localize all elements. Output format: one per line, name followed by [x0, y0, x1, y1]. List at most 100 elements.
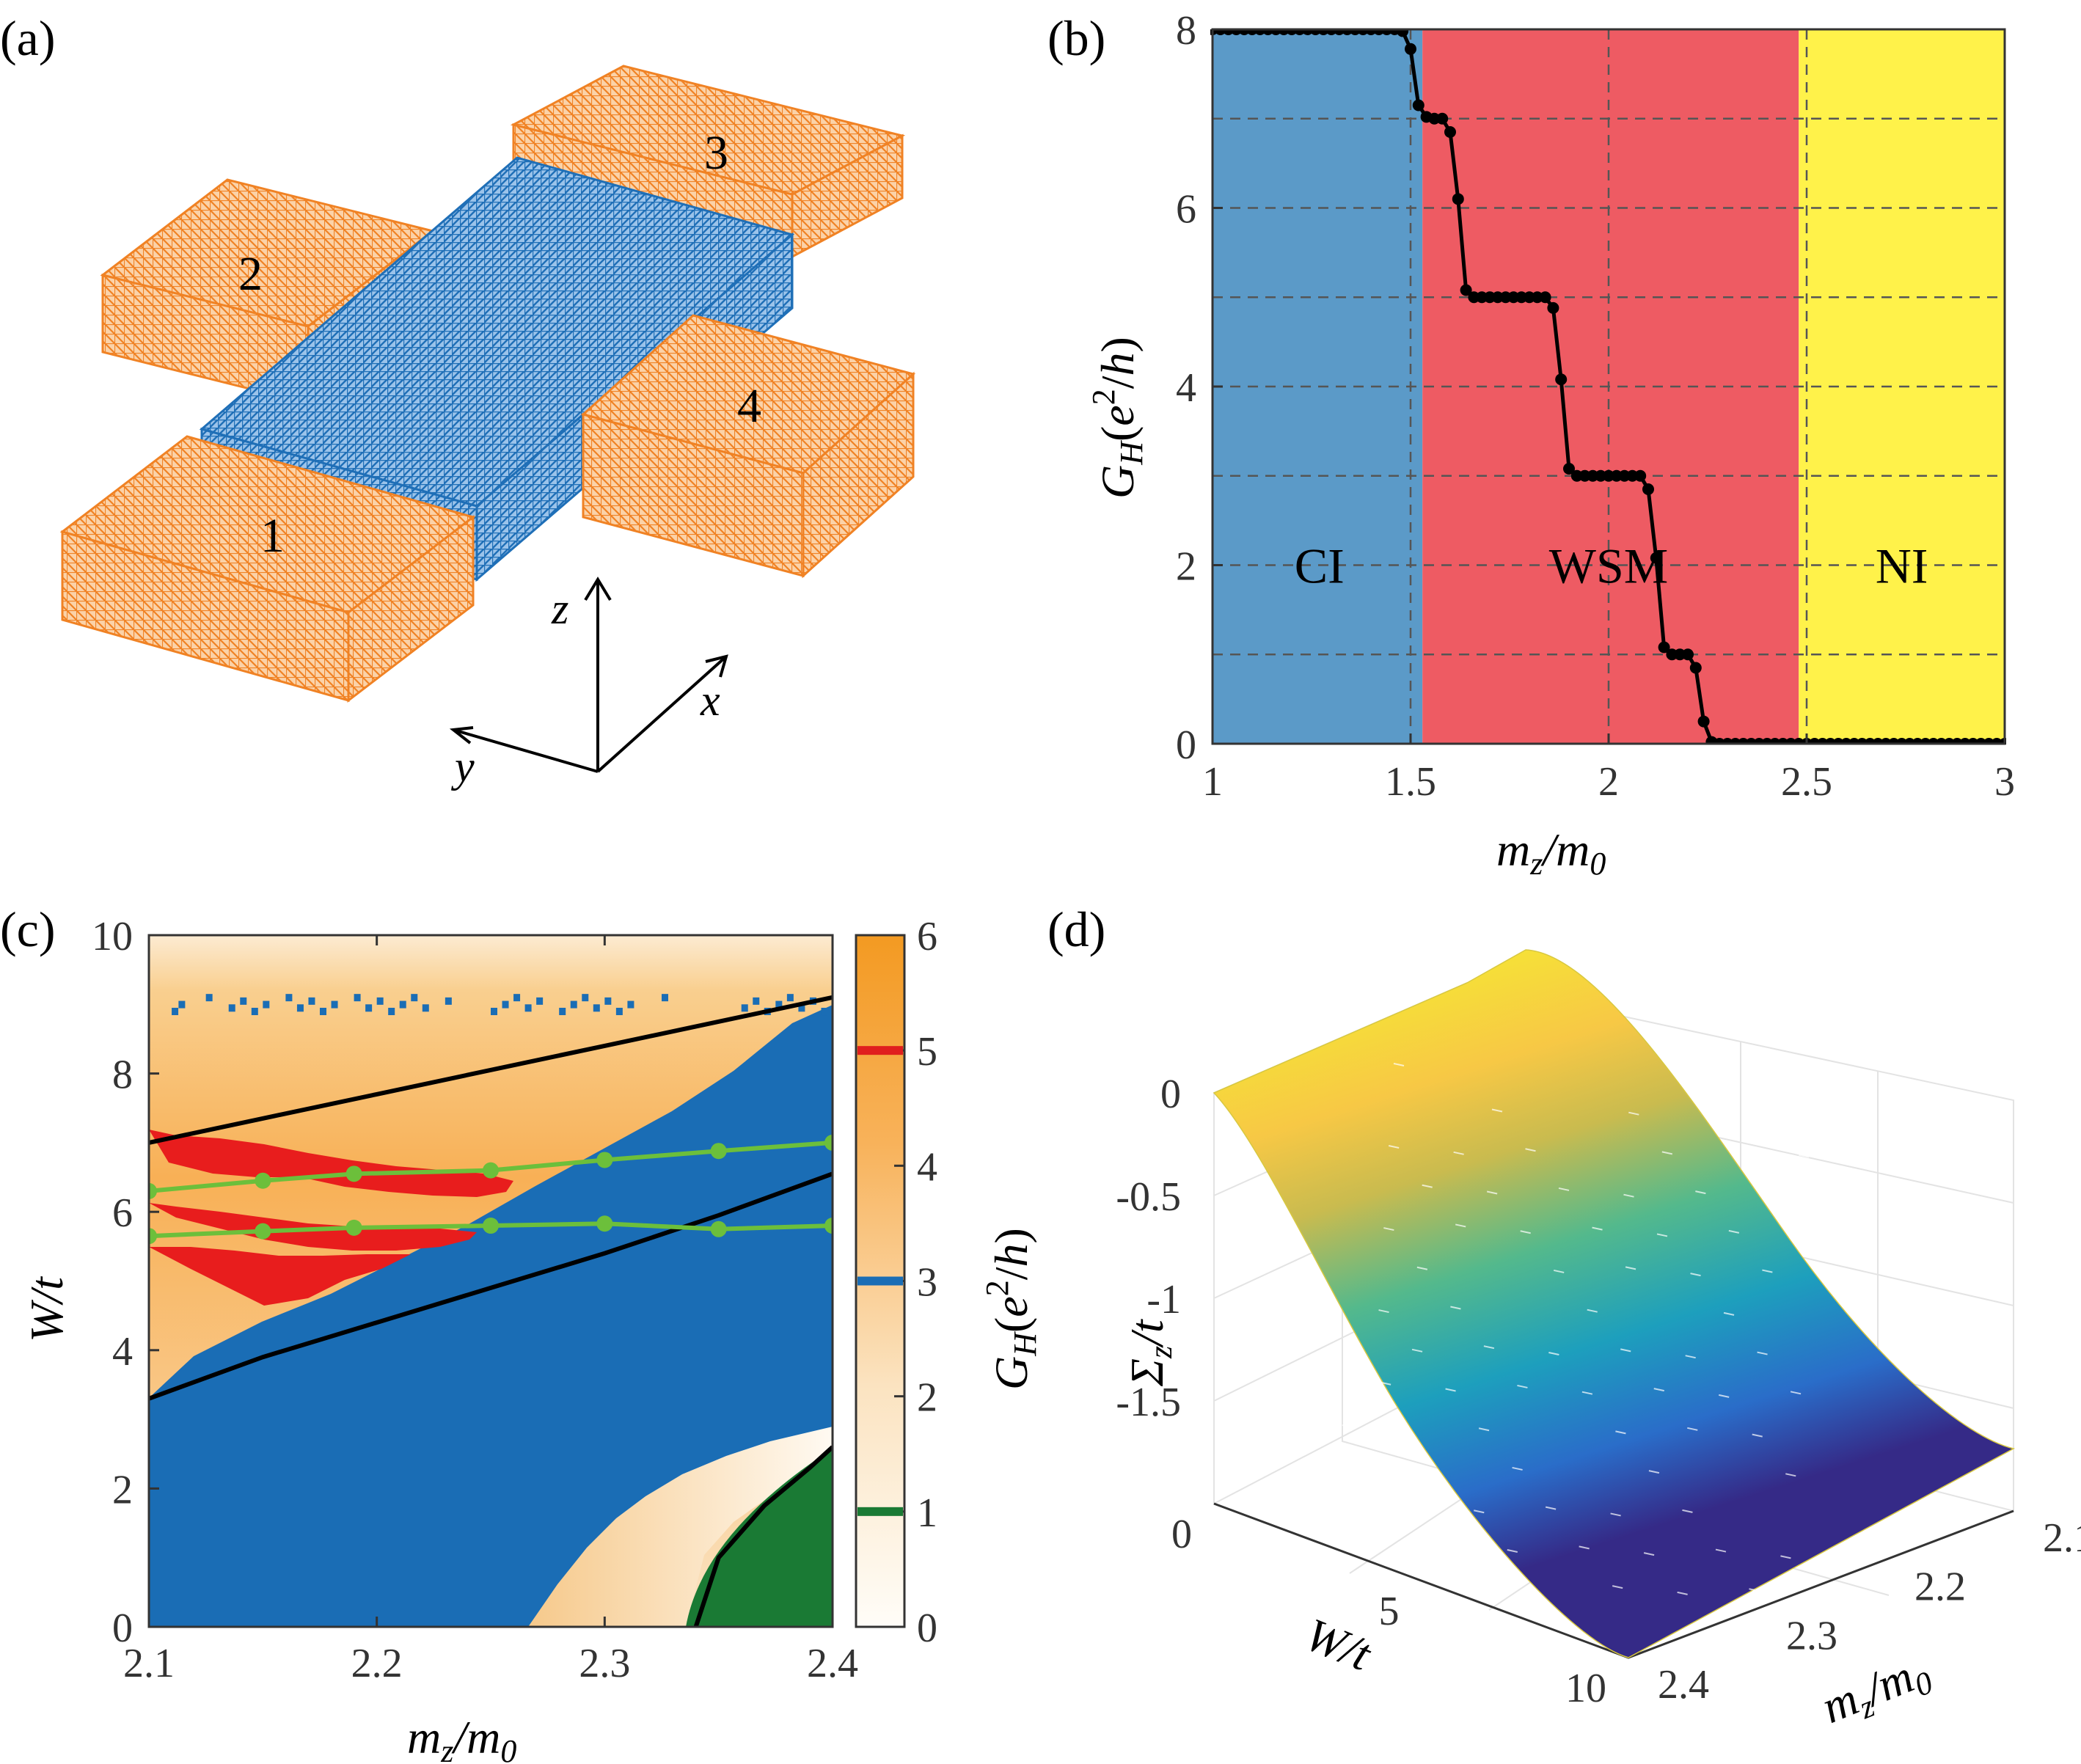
surface-streak: [1587, 1309, 1598, 1313]
gh-point: [1547, 301, 1559, 314]
speckle-cell: [662, 994, 668, 1002]
axis-label-y: y: [450, 742, 475, 791]
panel-d-xlabel: W/t: [1298, 1608, 1380, 1681]
x-tick-label: 3: [1994, 759, 2015, 805]
surface-streak: [1370, 1545, 1381, 1550]
surface-streak: [1455, 1223, 1466, 1228]
surface-streak: [1643, 1552, 1655, 1556]
y-tick-label: 0: [1176, 722, 1196, 768]
surface-streak: [1378, 1309, 1389, 1314]
lead-3-label: 3: [704, 126, 728, 180]
green-point: [483, 1218, 499, 1234]
x-tick-label: 1.5: [1385, 759, 1436, 805]
surface-streak: [1723, 1311, 1735, 1316]
surface-streak: [1445, 1388, 1456, 1392]
colorbar-tick-label: 6: [917, 914, 937, 959]
surface-streak: [1336, 1507, 1348, 1511]
m-tick-label: 2.4: [1658, 1662, 1709, 1708]
surface-streak: [1780, 1555, 1791, 1559]
speckle-cell: [798, 1004, 805, 1012]
speckle-cell: [331, 1000, 338, 1009]
x-tick-label: 2: [1598, 759, 1619, 805]
gh-point: [1397, 29, 1409, 37]
speckle-cell: [411, 994, 418, 1002]
surface-streak: [1685, 1355, 1696, 1359]
surface-streak: [1762, 1269, 1773, 1273]
speckle-cell: [205, 994, 213, 1002]
speckle-cell: [821, 1008, 828, 1016]
surface-streak: [1687, 1427, 1698, 1431]
speckle-cell: [308, 997, 315, 1005]
gh-point: [1634, 469, 1647, 482]
gh-point: [1682, 648, 1694, 661]
colorbar-marker: [857, 1507, 903, 1516]
axis-label-z: z: [551, 585, 568, 633]
surface-streak: [1628, 1111, 1639, 1116]
colorbar-tick-label: 4: [917, 1144, 937, 1190]
surface-streak: [1728, 1229, 1740, 1234]
region-arc: [528, 1427, 833, 1627]
region-label-wsm: WSM: [1549, 538, 1668, 594]
speckle-cell: [559, 1008, 566, 1016]
surface-streak: [1749, 1588, 1760, 1592]
region-g3: [149, 1005, 833, 1627]
y-tick-label: 10: [92, 914, 133, 959]
panel-d-zlabel: Σz/t: [1121, 1318, 1179, 1387]
axis-label-x: x: [700, 676, 720, 725]
speckle-cell: [593, 1004, 600, 1012]
panel-b-xlabel: mz/m0: [1496, 824, 1606, 882]
surface-streak: [1832, 1193, 1843, 1198]
colorbar-tick-label: 5: [917, 1029, 937, 1075]
speckle-cell: [172, 1008, 179, 1016]
speckle-cell: [502, 1000, 509, 1009]
speckle-cell: [753, 997, 760, 1005]
y-tick-label: 2: [112, 1467, 133, 1512]
colorbar-marker: [857, 1276, 903, 1286]
lead-1-label: 1: [260, 509, 285, 563]
surface-streak: [1408, 1503, 1420, 1507]
surface-streak: [1620, 1348, 1631, 1353]
panel-label-a: (a): [0, 10, 55, 66]
surface-streak: [1558, 1187, 1570, 1191]
y-tick-label: 4: [112, 1329, 133, 1375]
surface-streak: [1690, 1273, 1701, 1277]
y-tick-label: 8: [112, 1053, 133, 1098]
surface-streak: [1383, 1227, 1394, 1231]
surface: [1213, 949, 2016, 1658]
surface-streak: [1677, 1591, 1688, 1595]
region-g5-lower: [149, 1203, 477, 1251]
panel-c-frame: [147, 934, 834, 1628]
boundary-upper: [149, 995, 833, 1145]
green-point: [149, 1228, 157, 1245]
boundary-middle: [149, 1171, 833, 1401]
lead-4-label: 4: [737, 379, 761, 433]
colorbar-tick-label: 3: [917, 1260, 937, 1306]
surface-streak: [1661, 1151, 1673, 1155]
green-point: [345, 1219, 362, 1236]
surface-streak: [1548, 1352, 1559, 1355]
panel-label-d: (d): [1047, 901, 1105, 957]
m-tick-label: 2.3: [1786, 1613, 1837, 1658]
surface-streak: [1581, 1391, 1593, 1395]
lead-4-block: [580, 314, 916, 579]
surface-streak: [1442, 1542, 1453, 1547]
speckle-cell: [536, 997, 544, 1005]
surface-streak: [1757, 1351, 1768, 1355]
surface-streak: [1411, 1348, 1423, 1353]
green-point: [710, 1220, 727, 1237]
speckle-cell: [615, 1008, 623, 1016]
y-tick-label: 2: [1176, 544, 1196, 590]
region-ci: [1213, 29, 1423, 744]
speckle-cell: [786, 994, 794, 1002]
surface-streak: [1517, 1384, 1528, 1388]
region-g5: [149, 1130, 513, 1197]
surface-streak: [1388, 1145, 1400, 1149]
surface-streak: [1625, 1266, 1636, 1270]
green-point: [824, 1218, 833, 1234]
speckle-cell: [570, 1000, 577, 1009]
gh-point: [1555, 373, 1568, 386]
surface-streak: [1752, 1433, 1763, 1438]
speckle-cell: [178, 1000, 186, 1009]
